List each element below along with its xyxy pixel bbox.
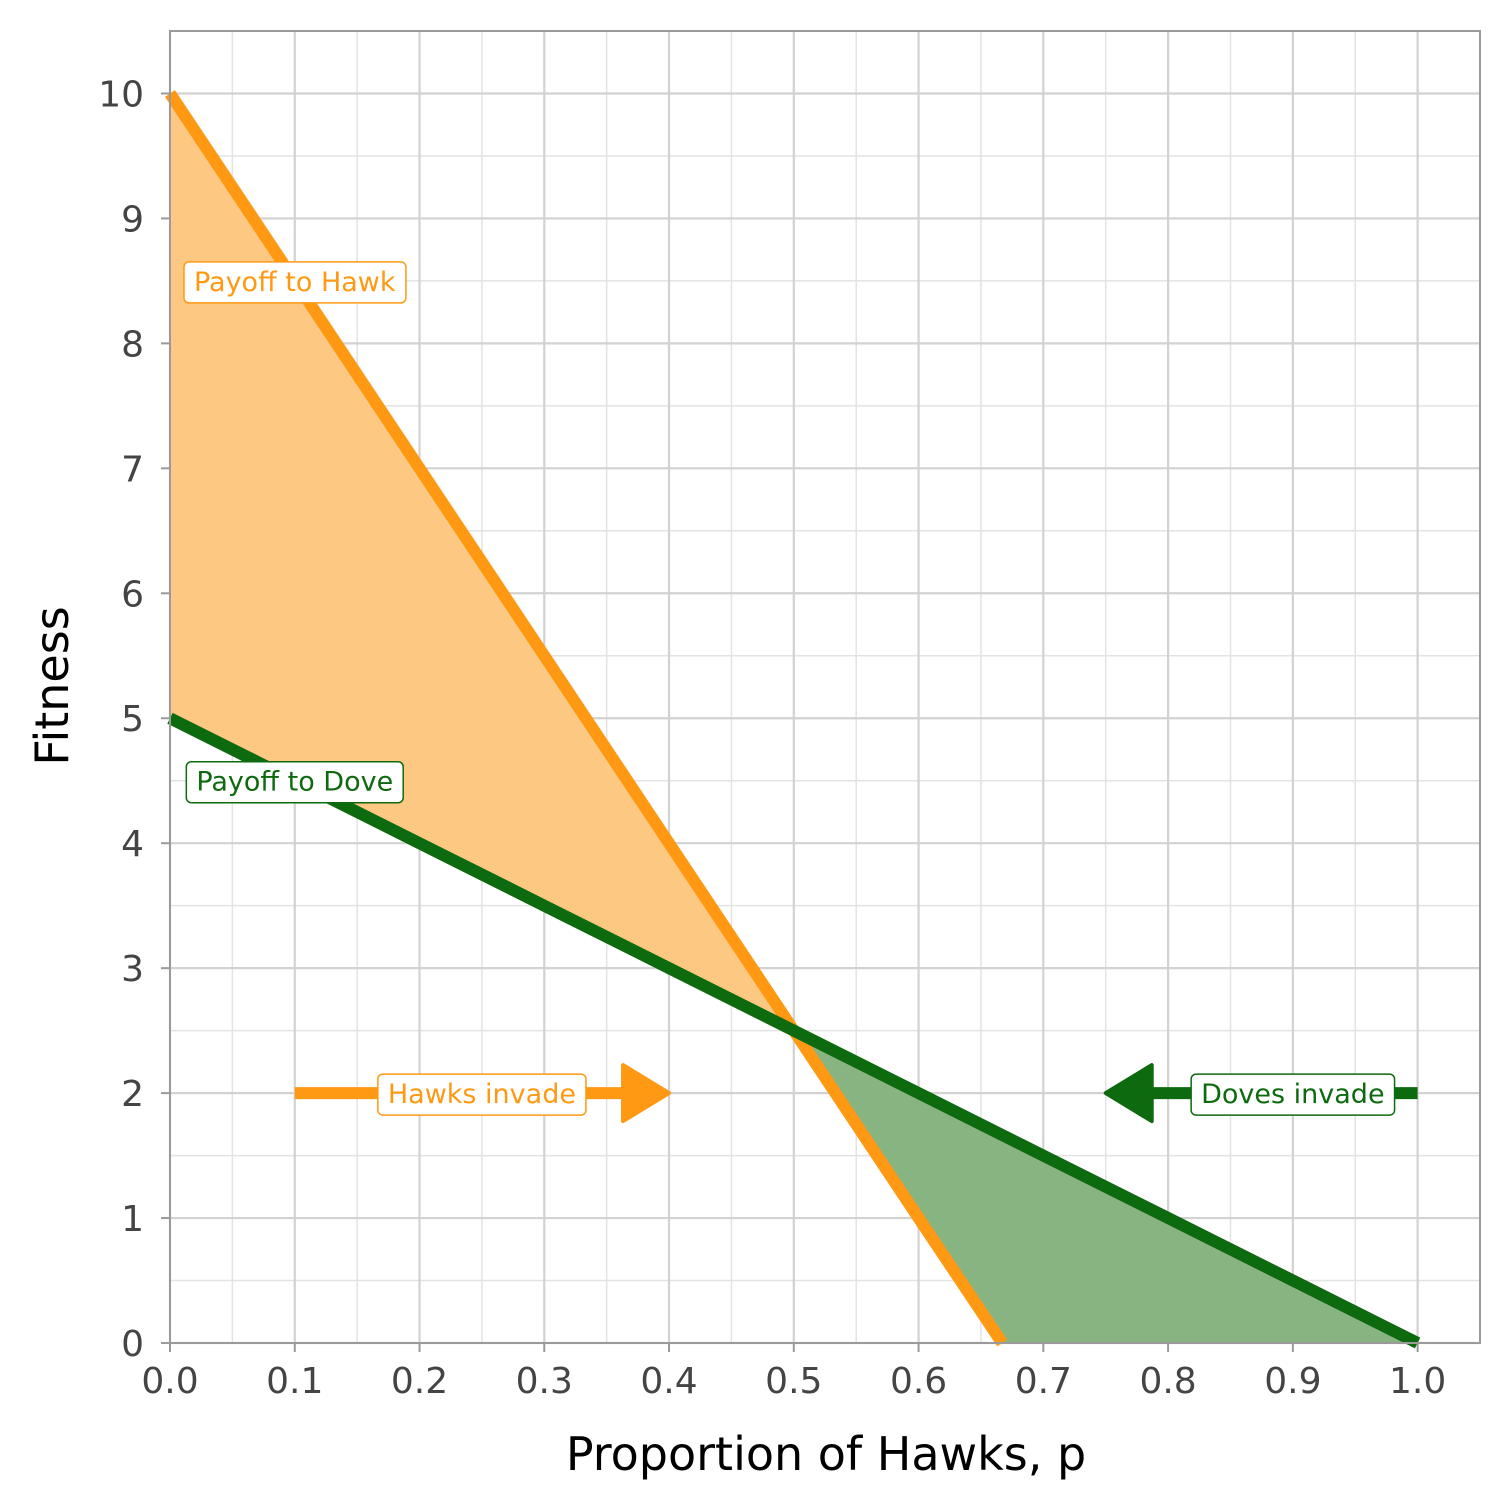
annotation-label-text: Doves invade (1201, 1079, 1384, 1110)
y-axis-title: Fitness (25, 606, 79, 765)
hawk-payoff-line (165, 90, 1008, 1347)
y-tick-label: 1 (121, 1199, 144, 1240)
x-tick-label: 0.4 (640, 1361, 697, 1402)
y-tick-label: 2 (121, 1074, 144, 1115)
x-tick-label: 0.2 (391, 1361, 448, 1402)
y-tick-label: 5 (121, 699, 144, 740)
annotation-label-text: Payoff to Dove (196, 767, 393, 798)
x-tick-label: 0.0 (141, 1361, 198, 1402)
annotation-label: Payoff to Dove (185, 760, 404, 804)
x-tick-label: 1.0 (1389, 1361, 1446, 1402)
x-tick-label: 0.1 (266, 1361, 323, 1402)
x-tick-label: 0.8 (1139, 1361, 1196, 1402)
x-axis-title: Proportion of Hawks, p (566, 1427, 1086, 1481)
invasion-arrow-head (621, 1063, 672, 1124)
annotation-label-text: Hawks invade (388, 1079, 576, 1110)
x-tick-label: 0.9 (1264, 1361, 1321, 1402)
axes: 0.0 0.1 0.2 0.3 0.4 0.5 0.6 0.7 0.8 0.9 1.0 0 1 2 3 4 5 6… (98, 74, 1446, 1402)
y-tick-label: 0 (121, 1324, 144, 1365)
annotations: Payoff to Hawk Payoff to Dove Hawks invade… (183, 261, 1418, 1124)
y-tick-label: 6 (121, 574, 144, 615)
y-tick-label: 3 (121, 949, 144, 990)
annotation-label: Doves invade (1190, 1073, 1396, 1116)
annotation-label-text: Payoff to Hawk (194, 267, 396, 298)
annotation-label-box (377, 1073, 587, 1116)
x-tick-label: 0.3 (516, 1361, 573, 1402)
y-tick-label: 7 (121, 449, 144, 490)
x-tick-label: 0.7 (1015, 1361, 1072, 1402)
invasion-arrow-head (1103, 1063, 1154, 1124)
hawk-advantage-area (170, 93, 1418, 1343)
annotation-label: Hawks invade (377, 1073, 587, 1116)
annotation-label-box (185, 760, 404, 804)
payoff-lines (165, 90, 1421, 1349)
y-tick-label: 8 (121, 324, 144, 365)
panel-border (169, 30, 1481, 1344)
annotation-label-box (183, 261, 407, 304)
annotation-label: Payoff to Hawk (183, 261, 407, 304)
y-tick-label: 4 (121, 824, 144, 865)
y-tick-label: 9 (121, 199, 144, 240)
x-tick-label: 0.5 (765, 1361, 822, 1402)
annotation-label-box (1190, 1073, 1396, 1116)
dove-payoff-line (167, 712, 1421, 1349)
x-tick-label: 0.6 (890, 1361, 947, 1402)
y-tick-label: 10 (98, 74, 144, 115)
